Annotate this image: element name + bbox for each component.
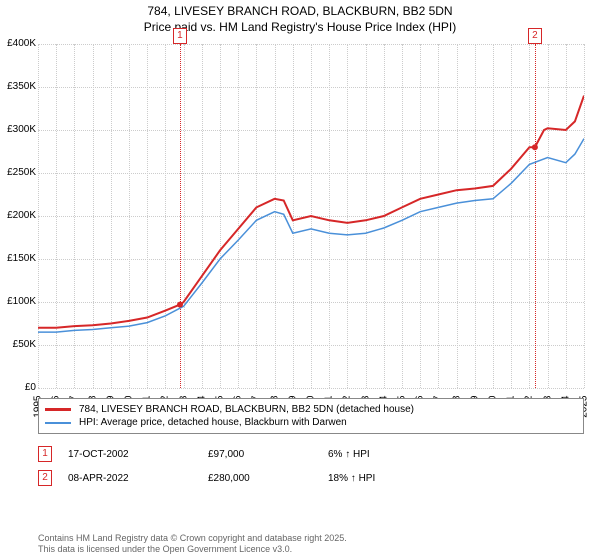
legend-swatch [45,422,71,424]
footer-attribution: Contains HM Land Registry data © Crown c… [38,533,347,556]
detail-date: 17-OCT-2002 [68,449,208,460]
series-hpi [38,139,584,333]
footer-line-1: Contains HM Land Registry data © Crown c… [38,533,347,545]
detail-diff: 6% ↑ HPI [328,449,370,460]
detail-row-2: 2 08-APR-2022£280,00018% ↑ HPI [38,470,375,486]
title-line-1: 784, LIVESEY BRANCH ROAD, BLACKBURN, BB2… [0,4,600,20]
y-tick-label: £200K [2,211,36,221]
detail-price: £280,000 [208,473,328,484]
gridline-v [584,44,585,388]
legend-row: 784, LIVESEY BRANCH ROAD, BLACKBURN, BB2… [45,403,577,416]
title-line-2: Price paid vs. HM Land Registry's House … [0,20,600,36]
y-tick-label: £350K [2,82,36,92]
legend-label: HPI: Average price, detached house, Blac… [79,417,347,428]
y-tick-label: £250K [2,168,36,178]
y-tick-label: £150K [2,254,36,264]
legend-box: 784, LIVESEY BRANCH ROAD, BLACKBURN, BB2… [38,398,584,434]
marker-dot-2 [532,144,538,150]
chart-plot-area: 12 £0£50K£100K£150K£200K£250K£300K£350K£… [38,44,584,388]
y-tick-label: £0 [2,383,36,393]
y-tick-label: £300K [2,125,36,135]
detail-marker-2: 2 [38,470,52,486]
detail-price: £97,000 [208,449,328,460]
footer-line-2: This data is licensed under the Open Gov… [38,544,347,556]
marker-box-1: 1 [173,28,187,44]
marker-dot-1 [177,302,183,308]
detail-date: 08-APR-2022 [68,473,208,484]
chart-lines-svg [38,44,584,388]
detail-marker-1: 1 [38,446,52,462]
gridline-h [38,388,584,389]
detail-diff: 18% ↑ HPI [328,473,375,484]
legend-label: 784, LIVESEY BRANCH ROAD, BLACKBURN, BB2… [79,404,414,415]
y-tick-label: £50K [2,340,36,350]
marker-box-2: 2 [528,28,542,44]
y-tick-label: £100K [2,297,36,307]
y-tick-label: £400K [2,39,36,49]
detail-row-1: 1 17-OCT-2002£97,0006% ↑ HPI [38,446,370,462]
series-price_paid [38,96,584,328]
chart-container: 784, LIVESEY BRANCH ROAD, BLACKBURN, BB2… [0,0,600,560]
title-block: 784, LIVESEY BRANCH ROAD, BLACKBURN, BB2… [0,0,600,37]
legend-swatch [45,408,71,411]
legend-row: HPI: Average price, detached house, Blac… [45,416,577,429]
